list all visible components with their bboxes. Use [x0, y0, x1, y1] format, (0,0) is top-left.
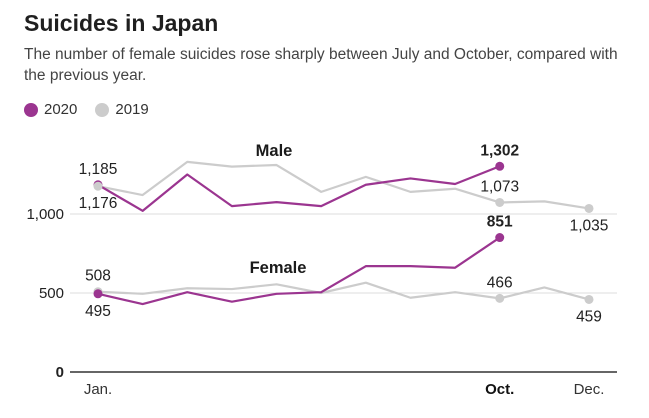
series-line-female-2019 [96, 281, 591, 301]
data-point-female-2019-11 [584, 294, 594, 304]
x-tick-label-dec: Dec. [574, 381, 605, 398]
data-point-male-2019-11 [584, 203, 594, 213]
series-line-male-2020 [96, 165, 501, 212]
data-label-female-2019-11: 459 [576, 308, 602, 325]
data-point-male-2020-9 [495, 161, 505, 171]
data-label-female-2019-0: 508 [85, 268, 111, 285]
chart-subtitle: The number of female suicides rose sharp… [24, 46, 618, 84]
legend-label-2020: 2020 [44, 101, 78, 118]
data-point-female-2019-9 [495, 293, 505, 303]
group-label-female: Female [250, 259, 307, 277]
x-tick-label-jan: Jan. [84, 381, 112, 398]
data-label-female-2020-0: 495 [85, 303, 111, 320]
y-tick-label-500: 500 [39, 285, 64, 302]
legend-item-2020: 2020 [24, 101, 77, 118]
x-tick-label-oct: Oct. [485, 381, 514, 398]
chart-title: Suicides in Japan [24, 10, 219, 36]
data-point-female-2020-9 [495, 233, 505, 243]
legend: 2020 2019 [24, 101, 167, 118]
data-label-male-2019-9: 1,073 [480, 178, 519, 195]
legend-swatch-2020 [24, 102, 38, 117]
data-label-female-2020-9: 851 [487, 214, 513, 231]
legend-label-2019: 2019 [115, 101, 149, 118]
data-point-female-2020-0 [93, 289, 103, 299]
legend-swatch-2019 [95, 102, 110, 117]
data-label-male-2020-9: 1,302 [480, 142, 519, 159]
legend-item-2019: 2019 [95, 101, 149, 118]
group-label-male: Male [256, 142, 293, 160]
y-tick-label-0: 0 [56, 364, 64, 381]
series-line-male-2019 [96, 160, 591, 210]
data-label-male-2019-0: 1,176 [79, 195, 118, 212]
data-point-male-2019-9 [495, 197, 505, 207]
y-tick-label-1000: 1,000 [26, 206, 64, 223]
data-point-male-2019-0 [93, 181, 103, 191]
data-label-female-2019-9: 466 [487, 274, 513, 291]
series-line-female-2020 [96, 236, 501, 306]
data-label-male-2020-0: 1,185 [79, 161, 118, 178]
data-label-male-2019-11: 1,035 [570, 217, 609, 234]
